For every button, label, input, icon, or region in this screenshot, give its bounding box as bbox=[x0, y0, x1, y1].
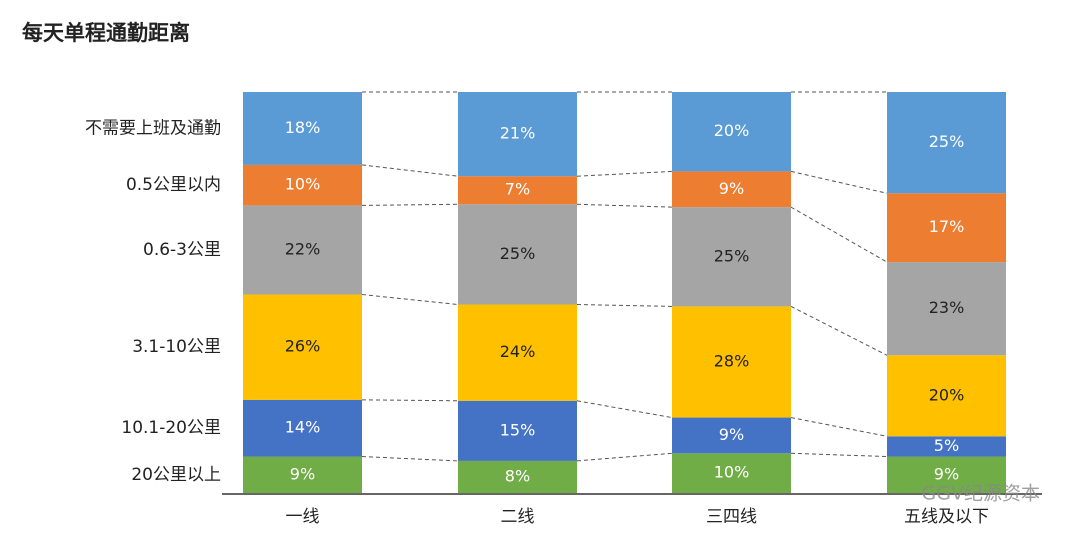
bar-segment bbox=[672, 306, 791, 418]
data-label: 18% bbox=[285, 118, 321, 137]
x-tick-label: 一线 bbox=[286, 507, 320, 527]
connector-line bbox=[361, 203, 459, 206]
connector-line bbox=[576, 170, 673, 177]
chart-title: 每天单程通勤距离 bbox=[22, 21, 190, 45]
data-label: 9% bbox=[290, 464, 315, 483]
x-tick-label: 三四线 bbox=[706, 507, 757, 527]
data-label: 9% bbox=[719, 179, 744, 198]
data-label: 28% bbox=[714, 351, 750, 370]
bar-segment bbox=[458, 204, 577, 305]
connector-line bbox=[790, 170, 888, 194]
bar-segment bbox=[458, 92, 577, 177]
data-label: 24% bbox=[500, 342, 536, 361]
connector-line bbox=[790, 452, 888, 458]
legend-label: 0.6-3公里 bbox=[143, 240, 221, 260]
legend-label: 0.5公里以内 bbox=[126, 175, 221, 195]
x-tick-label: 二线 bbox=[501, 507, 535, 527]
connector-line bbox=[576, 452, 673, 462]
connector-line bbox=[576, 400, 673, 419]
bar-segment bbox=[243, 92, 362, 165]
data-label: 25% bbox=[714, 246, 750, 265]
bar-segment bbox=[458, 304, 577, 401]
bar-segment bbox=[458, 400, 577, 461]
bar-segment bbox=[887, 436, 1006, 457]
bar-segment bbox=[672, 171, 791, 208]
legend-label: 20公里以上 bbox=[131, 465, 221, 485]
data-label: 9% bbox=[934, 464, 959, 483]
bar-segment bbox=[672, 453, 791, 493]
bar-segment bbox=[887, 456, 1006, 493]
data-label: 26% bbox=[285, 337, 321, 356]
data-label: 22% bbox=[285, 239, 321, 258]
bar-segment bbox=[887, 262, 1006, 356]
bar-segment bbox=[458, 176, 577, 205]
data-label: 20% bbox=[714, 121, 750, 140]
data-label: 25% bbox=[929, 132, 965, 151]
x-tick-label: 五线及以下 bbox=[904, 507, 989, 527]
data-label: 21% bbox=[500, 124, 536, 143]
bar-segment bbox=[887, 92, 1006, 194]
data-label: 20% bbox=[929, 385, 965, 404]
bar-segment bbox=[243, 399, 362, 457]
data-label: 25% bbox=[500, 244, 536, 263]
connector-line bbox=[576, 203, 673, 208]
data-label: 8% bbox=[505, 466, 530, 485]
bar-segment bbox=[887, 355, 1006, 437]
connector-line bbox=[361, 164, 459, 177]
connector-line bbox=[790, 417, 888, 437]
connector-line bbox=[576, 304, 673, 307]
bar-segment bbox=[458, 460, 577, 493]
legend-label: 3.1-10公里 bbox=[132, 337, 221, 357]
connector-line bbox=[790, 206, 888, 263]
data-label: 17% bbox=[929, 217, 965, 236]
legend-label: 不需要上班及通勤 bbox=[85, 118, 221, 138]
bar-segment bbox=[243, 294, 362, 400]
bar-segment bbox=[887, 193, 1006, 263]
connector-line bbox=[790, 305, 888, 356]
data-label: 10% bbox=[285, 175, 321, 194]
data-label: 10% bbox=[714, 463, 750, 482]
data-label: 14% bbox=[285, 418, 321, 437]
data-label: 7% bbox=[505, 180, 530, 199]
bar-segment bbox=[243, 164, 362, 206]
bar-segment bbox=[672, 92, 791, 172]
connector-line bbox=[361, 456, 459, 462]
data-label: 23% bbox=[929, 298, 965, 317]
data-label: 15% bbox=[500, 420, 536, 439]
data-label: 9% bbox=[719, 425, 744, 444]
watermark: GGV纪源资本 bbox=[922, 483, 1040, 505]
legend-label: 10.1-20公里 bbox=[121, 418, 221, 438]
data-label: 5% bbox=[934, 436, 959, 455]
connector-line bbox=[361, 294, 459, 306]
bar-segment bbox=[243, 456, 362, 493]
bar-segment bbox=[672, 207, 791, 307]
bar-segment bbox=[243, 205, 362, 295]
bar-segment bbox=[672, 417, 791, 454]
connector-line bbox=[361, 399, 459, 402]
